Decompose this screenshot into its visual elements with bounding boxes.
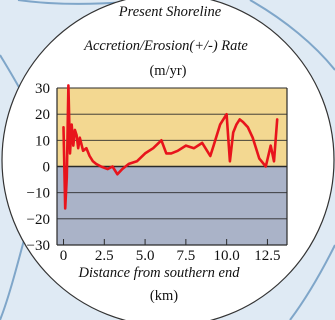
x-axis-label: Distance from southern end xyxy=(78,265,241,281)
y-tick-label-6: −30 xyxy=(27,238,50,254)
negative-band xyxy=(57,166,287,245)
x-tick-label-1: 2.5 xyxy=(95,248,114,264)
y-tick-label-5: −20 xyxy=(27,212,50,228)
y-tick-labels: 30 20 10 0 −10 −20 −30 xyxy=(27,81,50,254)
x-tick-label-0: 0 xyxy=(60,248,68,264)
gridlines xyxy=(56,87,288,246)
map-outline-bottom-right xyxy=(289,244,335,320)
x-tick-labels: 0 2.5 5.0 7.5 10.0 12.5 xyxy=(60,248,281,264)
chart-title: Present Shoreline xyxy=(118,4,222,20)
positive-band xyxy=(57,88,287,167)
x-axis-unit: (km) xyxy=(150,288,178,304)
y-tick-label-1: 20 xyxy=(35,107,50,123)
x-tick-label-2: 5.0 xyxy=(136,248,155,264)
y-tick-label-0: 30 xyxy=(35,81,50,97)
series-group xyxy=(62,84,279,210)
y-tick-label-2: 10 xyxy=(35,133,50,149)
x-tick-label-3: 7.5 xyxy=(176,248,195,264)
chart-subtitle: Accretion/Erosion(+/-) Rate xyxy=(83,38,248,54)
y-axis-unit: (m/yr) xyxy=(149,63,186,79)
y-tick-label-4: −10 xyxy=(27,186,50,202)
y-tick-label-3: 0 xyxy=(43,160,51,176)
x-tick-label-4: 10.0 xyxy=(214,248,240,264)
series-line-0 xyxy=(62,84,279,210)
x-tick-label-5: 12.5 xyxy=(254,248,280,264)
map-outline-right xyxy=(249,0,335,71)
